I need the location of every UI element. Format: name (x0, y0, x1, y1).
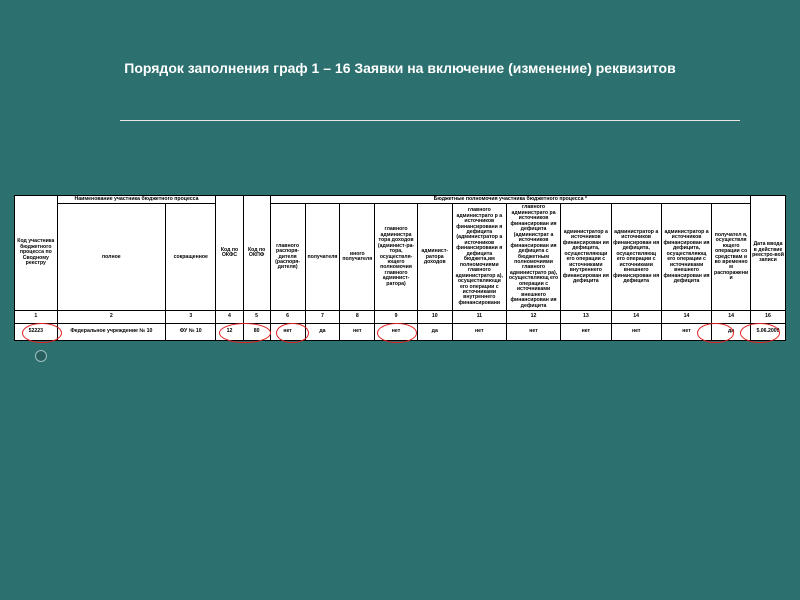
slide-title: Порядок заполнения граф 1 – 16 Заявки на… (50, 60, 750, 76)
col-num: 6 (270, 311, 305, 324)
col-header: Дата ввода в действие реестро-вой записи (750, 196, 785, 311)
col-num: 5 (243, 311, 270, 324)
col-header: админист-ратора доходов (417, 204, 452, 311)
col-header: Код по ОКПФ (243, 196, 270, 311)
title-underline (120, 120, 740, 121)
col-header: иного получателя (340, 204, 375, 311)
col-num: 2 (57, 311, 165, 324)
col-num: 8 (340, 311, 375, 324)
col-header: главного администра тора доходов (админи… (375, 204, 418, 311)
col-num: 7 (305, 311, 340, 324)
column-number-row: 1 2 3 4 5 6 7 8 9 10 11 12 13 14 14 14 1 (15, 311, 786, 324)
col-header: администратор а источников финансирован … (561, 204, 611, 311)
cell-okpf: 80 (243, 324, 270, 341)
cell: нет (375, 324, 418, 341)
cell-code: 52223 (15, 324, 58, 341)
cell: нет (452, 324, 506, 341)
col-header: получател я, осуществля ющего операции с… (712, 204, 751, 311)
cell: нет (340, 324, 375, 341)
cell: нет (561, 324, 611, 341)
col-header: полное (57, 204, 165, 311)
col-header: Код по ОКФС (216, 196, 243, 311)
col-header: администратор а источников финансирован … (611, 204, 661, 311)
col-num: 11 (452, 311, 506, 324)
budget-table: Код участника бюджетного процесса по Сво… (14, 195, 786, 341)
col-num: 10 (417, 311, 452, 324)
cell-fullname: Федеральное учреждение № 10 (57, 324, 165, 341)
col-num: 16 (750, 311, 785, 324)
col-num: 14 (712, 311, 751, 324)
cell: нет (506, 324, 560, 341)
col-header-group: Бюджетные полномочия участника бюджетног… (270, 196, 750, 204)
cell: да (712, 324, 751, 341)
cell: нет (611, 324, 661, 341)
cell-shortname: ФУ № 10 (166, 324, 216, 341)
col-num: 3 (166, 311, 216, 324)
table-head: Код участника бюджетного процесса по Сво… (15, 196, 786, 324)
col-header: администратор а источников финансирован … (661, 204, 711, 311)
cell-date: 5.06.2009 (750, 324, 785, 341)
col-num: 4 (216, 311, 243, 324)
cell: нет (661, 324, 711, 341)
cell: да (305, 324, 340, 341)
slide: Порядок заполнения граф 1 – 16 Заявки на… (0, 0, 800, 600)
col-num: 1 (15, 311, 58, 324)
col-num: 9 (375, 311, 418, 324)
col-num: 12 (506, 311, 560, 324)
col-num: 14 (661, 311, 711, 324)
col-header: главного администрато ра источников фина… (506, 204, 560, 311)
cell: да (417, 324, 452, 341)
cell: нет (270, 324, 305, 341)
col-header-group: Наименование участника бюджетного процес… (57, 196, 216, 204)
col-header: главного распоря-дителя (распоря-дителя) (270, 204, 305, 311)
col-num: 14 (611, 311, 661, 324)
decorative-bullet (35, 350, 47, 362)
col-header: главного администрато р а источников фин… (452, 204, 506, 311)
col-header: Код участника бюджетного процесса по Сво… (15, 196, 58, 311)
col-num: 13 (561, 311, 611, 324)
col-header: сокращенное (166, 204, 216, 311)
table-container: Код участника бюджетного процесса по Сво… (14, 195, 786, 341)
table-row: 52223 Федеральное учреждение № 10 ФУ № 1… (15, 324, 786, 341)
col-header: получателя (305, 204, 340, 311)
cell-okfs: 12 (216, 324, 243, 341)
